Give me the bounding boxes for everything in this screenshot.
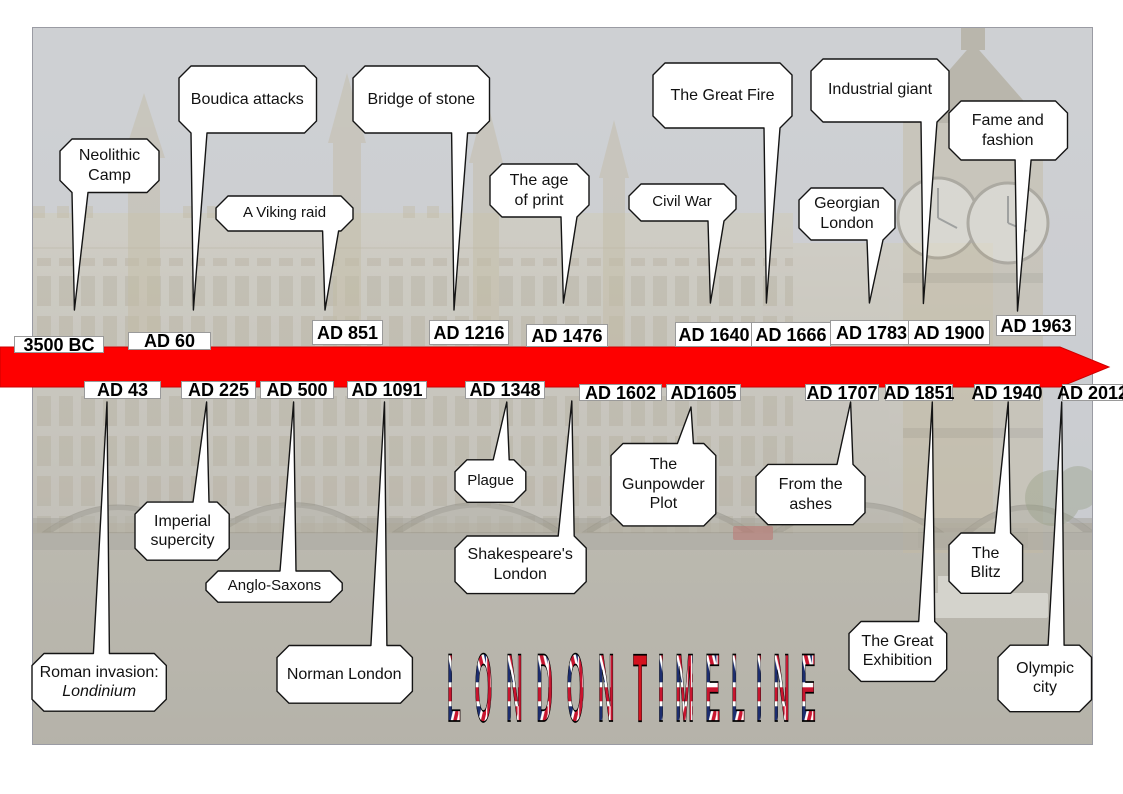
- svg-text:N: N: [773, 634, 789, 741]
- svg-text:E: E: [800, 634, 815, 741]
- svg-text:L: L: [731, 634, 745, 741]
- svg-text:I: I: [756, 634, 762, 741]
- svg-text:N: N: [506, 634, 522, 741]
- svg-text:D: D: [536, 634, 552, 741]
- svg-text:O: O: [474, 634, 492, 741]
- svg-text:N: N: [598, 634, 614, 741]
- svg-text:L: L: [447, 634, 461, 741]
- svg-text:E: E: [705, 634, 720, 741]
- svg-text:M: M: [675, 634, 694, 741]
- svg-text:T: T: [633, 634, 647, 741]
- svg-text:O: O: [566, 634, 584, 741]
- svg-text:I: I: [658, 634, 664, 741]
